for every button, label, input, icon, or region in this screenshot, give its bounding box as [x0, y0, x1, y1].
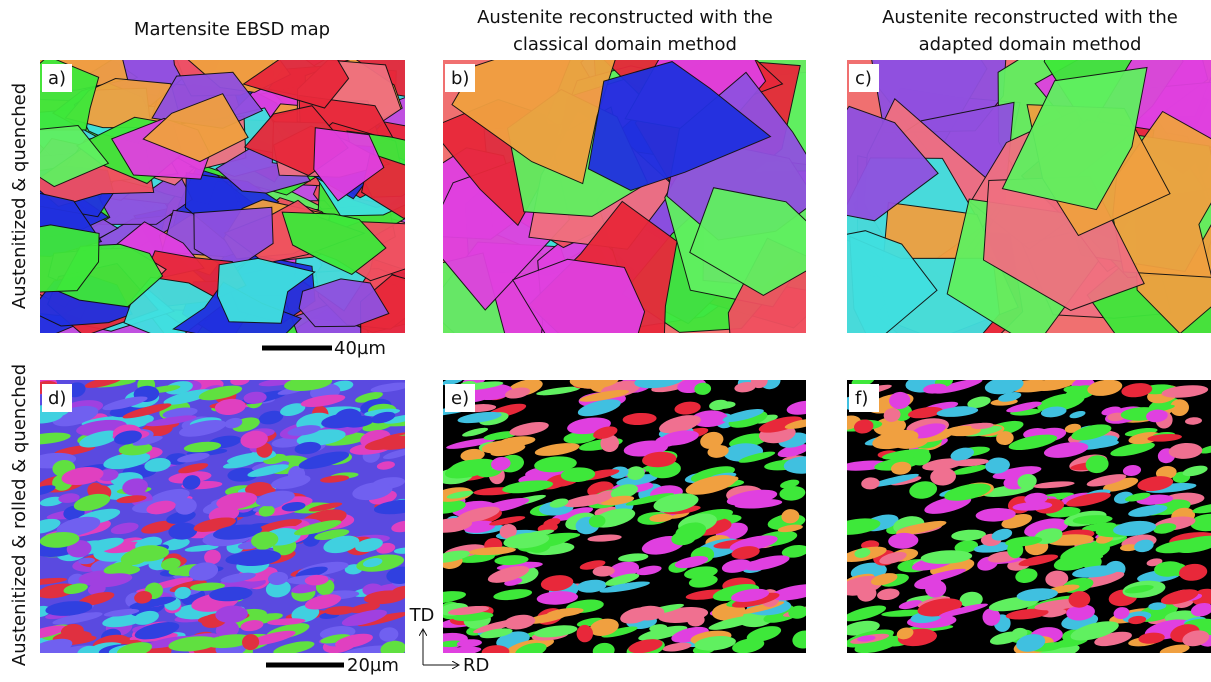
panel-label: b): [451, 68, 469, 89]
row-title: Austenitized & rolled & quenched: [9, 364, 30, 666]
column-title: Austenite reconstructed with the: [882, 7, 1178, 28]
column-title: adapted domain method: [919, 34, 1142, 55]
column-title: classical domain method: [513, 34, 737, 55]
ebsd-map: [16, 374, 426, 664]
row-title: Austenitized & quenched: [9, 83, 30, 309]
panel-label: e): [451, 388, 469, 409]
panel-label: f): [855, 388, 868, 409]
scale-bar-label: 40µm: [334, 338, 386, 359]
panel-label: a): [48, 68, 66, 89]
axis-label: TD: [409, 605, 435, 626]
ebsd-map: [786, 0, 1211, 397]
ebsd-map: [419, 368, 825, 661]
panel-label: d): [48, 388, 66, 409]
ebsd-map: [363, 0, 885, 396]
axis-label: RD: [463, 655, 489, 676]
panel-label: c): [855, 68, 872, 89]
column-title: Austenite reconstructed with the: [477, 7, 773, 28]
scale-bar-label: 20µm: [347, 655, 399, 676]
ebsd-map: [832, 371, 1211, 661]
column-title: Martensite EBSD map: [134, 19, 330, 40]
figure: Martensite EBSD map Austenite reconstruc…: [0, 0, 1211, 682]
